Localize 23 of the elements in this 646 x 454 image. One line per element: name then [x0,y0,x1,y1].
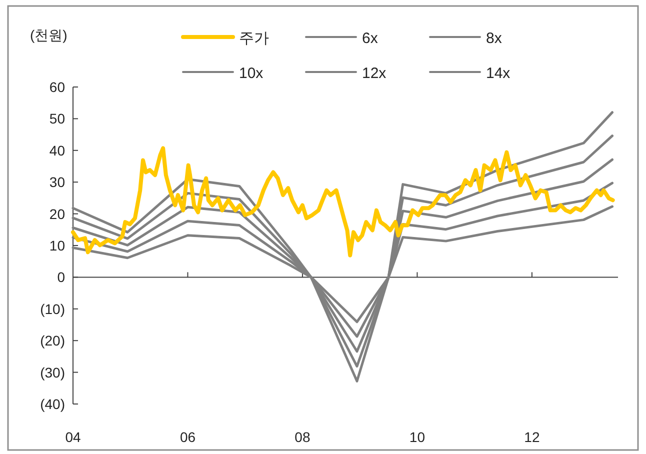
y-tick-label: 10 [49,238,66,254]
x-tick-label: 08 [294,429,310,445]
y-tick-label: 40 [49,142,66,158]
y-tick-label: (10) [40,300,65,317]
y-axis-title: (천원) [30,27,68,43]
x-tick-label: 06 [180,429,196,445]
legend-label: 10x [239,65,264,82]
x-tick-label: 12 [524,429,540,445]
legend-label: 6x [362,30,378,47]
x-tick-label: 04 [65,429,81,445]
y-tick-label: 30 [49,174,66,190]
y-tick-label: 50 [49,110,66,127]
y-tick-label: (40) [40,396,65,412]
y-tick-label: (30) [40,364,65,380]
legend-label: 14x [486,65,511,82]
legend-label: 주가 [239,30,269,47]
y-tick-label: 60 [49,79,66,95]
x-tick-label: 10 [409,429,426,445]
y-tick-label: (20) [40,332,65,349]
y-tick-label: 20 [49,206,66,222]
y-tick-label: 0 [57,269,66,286]
legend-label: 8x [486,30,502,47]
legend-label: 12x [362,65,387,82]
